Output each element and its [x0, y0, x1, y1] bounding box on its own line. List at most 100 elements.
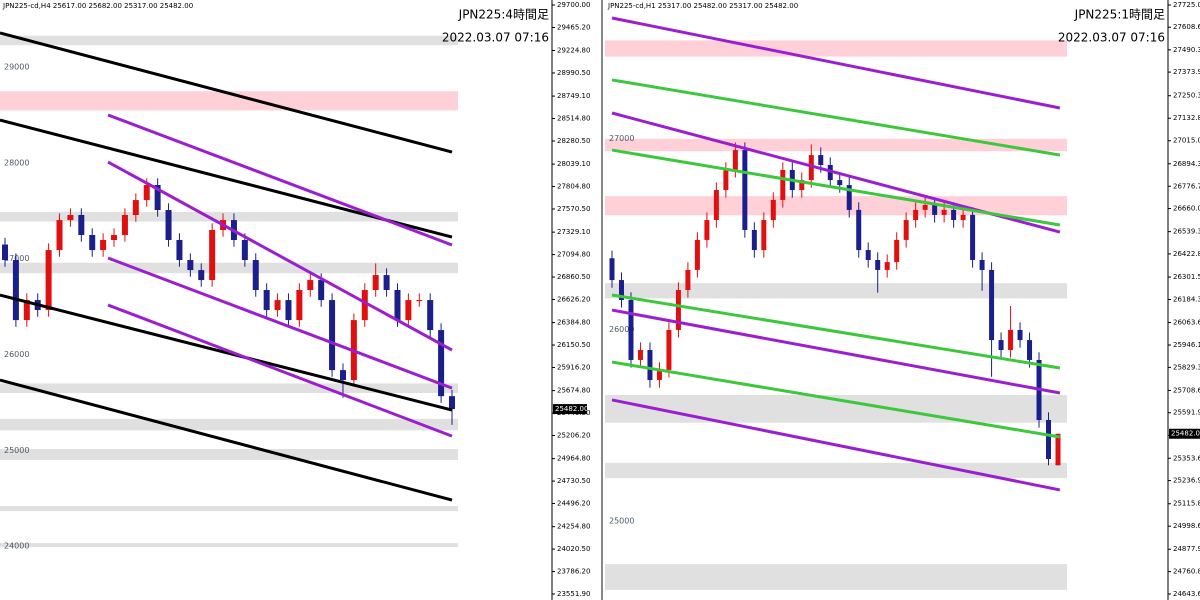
level-label: 28000	[4, 158, 29, 167]
y-tick-label: 25674.80	[557, 387, 590, 395]
candle-body	[12, 260, 19, 321]
candle-body	[263, 290, 270, 311]
chart-header: JPN225-cd,H1 25317.00 25482.00 25317.00 …	[607, 2, 798, 10]
last-price-box	[1169, 428, 1200, 439]
chart-header: JPN225-cd,H4 25617.00 25682.00 25317.00 …	[2, 2, 193, 10]
candle-body	[903, 220, 909, 240]
y-tick-label: 24877.90	[1173, 545, 1200, 553]
candle-body	[704, 220, 710, 240]
y-tick-label: 24964.80	[557, 455, 590, 463]
candle-body	[998, 340, 1004, 351]
candle-body	[307, 280, 314, 291]
candle-body	[427, 300, 434, 331]
y-tick-label: 27132.80	[1173, 114, 1200, 122]
chart-subtitle: 2022.03.07 07:16	[442, 31, 549, 45]
candle-body	[960, 214, 966, 221]
candle-body	[372, 275, 379, 291]
candle-body	[694, 239, 700, 270]
candle-body	[628, 299, 634, 360]
trendline	[611, 398, 1061, 492]
y-tick-label: 26626.20	[557, 295, 590, 303]
candle-body	[89, 235, 96, 251]
y-tick-label: 26301.55	[1173, 273, 1200, 281]
candle-body	[23, 300, 30, 321]
y-tick-label: 28514.80	[557, 115, 590, 123]
trendline	[107, 256, 453, 390]
candle-body	[100, 240, 107, 251]
candle-body	[875, 259, 881, 270]
candle-body	[56, 220, 63, 251]
zone	[0, 91, 458, 111]
y-tick-label: 26660.05	[1173, 205, 1200, 213]
y-tick-label: 26894.35	[1173, 160, 1200, 168]
plot-area: 27000 26000 25000	[605, 16, 1067, 590]
y-tick-label: 27725.00	[1173, 1, 1200, 9]
candle-body	[67, 214, 74, 221]
candle-body	[751, 229, 757, 251]
candle-body	[884, 262, 890, 270]
y-tick-label: 25115.80	[1173, 500, 1200, 508]
candle-body	[856, 209, 862, 251]
candle-body	[285, 300, 292, 321]
candle-body	[656, 369, 662, 381]
y-tick-label: 29465.20	[557, 23, 590, 31]
y-tick-label: 26776.70	[1173, 182, 1200, 190]
candle-body	[383, 275, 390, 291]
y-tick-label: 24254.80	[557, 523, 590, 531]
candle-body	[132, 200, 139, 215]
y-tick-label: 24020.50	[557, 545, 590, 553]
zone	[0, 383, 458, 393]
candle-body	[723, 169, 729, 191]
trendline	[611, 360, 1061, 439]
trendline	[0, 31, 453, 154]
y-tick-label: 27094.80	[557, 251, 590, 259]
y-tick-label: 28039.10	[557, 160, 590, 168]
y-tick-label: 28990.50	[557, 69, 590, 77]
y-tick-label: 23551.90	[557, 590, 590, 598]
candle-body	[780, 169, 786, 200]
level-label: 25000	[609, 516, 634, 525]
trendline	[0, 293, 453, 412]
trendline	[611, 148, 1061, 227]
y-tick-label: 24643.65	[1173, 590, 1200, 598]
y-tick-label: 27570.50	[557, 205, 590, 213]
y-tick-label: 25708.65	[1173, 386, 1200, 394]
candle-body	[799, 180, 805, 191]
level-label: 26000	[4, 350, 29, 359]
candle-body	[865, 250, 871, 260]
y-tick-label: 26860.50	[557, 273, 590, 281]
y-tick-label: 26539.35	[1173, 228, 1200, 236]
last-price-label: 25482.00	[555, 405, 588, 413]
candle-body	[742, 150, 748, 230]
candle-body	[296, 290, 303, 321]
y-tick-label: 24730.50	[557, 477, 590, 485]
candle-body	[339, 370, 346, 381]
candle-body	[818, 155, 824, 165]
last-price-label: 25482.00	[1171, 430, 1200, 438]
zone	[605, 564, 1067, 590]
candle-body	[894, 239, 900, 263]
candle-body	[176, 240, 183, 261]
y-tick-label: 24496.20	[557, 500, 590, 508]
candle-body	[837, 180, 843, 186]
candle-body	[252, 260, 259, 291]
y-tick-label: 25591.90	[1173, 409, 1200, 417]
y-tick-label: 29700.00	[557, 1, 590, 9]
level-label: 26000	[609, 325, 634, 334]
y-tick-label: 27329.10	[557, 228, 590, 236]
y-tick-label: 27015.00	[1173, 137, 1200, 145]
candle-body	[405, 300, 412, 321]
zone	[0, 418, 458, 431]
trendline	[107, 160, 453, 352]
candle-body	[241, 240, 248, 261]
y-tick-label: 26063.65	[1173, 319, 1200, 327]
candle-body	[143, 185, 150, 201]
candle-body	[416, 300, 423, 302]
trendline	[107, 113, 453, 247]
level-label: 27000	[4, 254, 29, 263]
candle-body	[1008, 329, 1014, 351]
level-label: 27000	[609, 134, 634, 143]
y-tick-label: 27490.30	[1173, 46, 1200, 54]
level-label: 29000	[4, 63, 29, 72]
y-tick-label: 26384.80	[557, 319, 590, 327]
